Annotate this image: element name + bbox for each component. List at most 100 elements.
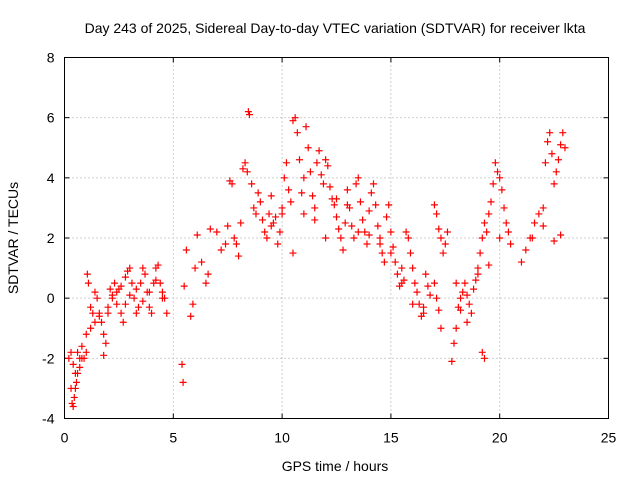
data-point (541, 159, 549, 167)
data-point (198, 258, 206, 266)
data-point (313, 159, 321, 167)
data-point (365, 207, 373, 215)
data-point (539, 204, 547, 212)
data-point (139, 264, 147, 272)
data-point (182, 246, 190, 254)
data-point (132, 285, 140, 293)
data-point (121, 273, 129, 281)
data-point (420, 309, 428, 317)
data-point (317, 171, 325, 179)
data-point (265, 210, 273, 218)
data-point (333, 195, 340, 203)
data-point (378, 249, 386, 257)
data-point (406, 249, 414, 257)
data-point (367, 189, 375, 197)
data-point (100, 330, 108, 338)
data-point (333, 213, 340, 221)
data-point (415, 300, 423, 308)
data-point (274, 240, 282, 248)
data-point (489, 180, 497, 188)
data-point (87, 324, 95, 332)
data-point (476, 249, 484, 257)
data-point (420, 303, 428, 311)
data-point (452, 279, 460, 287)
data-point (280, 174, 288, 182)
data-point (152, 276, 160, 284)
data-point (354, 228, 362, 236)
data-point (117, 309, 125, 317)
data-point (97, 318, 105, 326)
data-point (222, 240, 230, 248)
data-point (559, 129, 567, 137)
x-tick-label: 10 (274, 430, 290, 446)
data-point (539, 222, 547, 230)
data-point (158, 294, 166, 302)
data-point (245, 111, 253, 119)
data-point (102, 339, 110, 347)
data-point (504, 228, 512, 236)
data-point (450, 339, 458, 347)
plot-frame (64, 57, 609, 419)
data-point (376, 234, 384, 242)
data-point (179, 378, 187, 386)
data-point (145, 288, 153, 296)
data-point (494, 168, 502, 176)
data-point (461, 279, 469, 287)
data-point (517, 258, 525, 266)
data-point (448, 357, 456, 365)
data-point (193, 231, 201, 239)
data-point (84, 279, 92, 287)
data-point (117, 282, 125, 290)
grid-lines (64, 57, 609, 419)
data-point (289, 249, 297, 257)
data-point (298, 189, 306, 197)
data-point (385, 201, 393, 209)
data-point (383, 213, 391, 221)
data-point (241, 159, 249, 167)
data-point (278, 210, 286, 218)
data-point (311, 204, 319, 212)
data-point (287, 198, 295, 206)
data-point (134, 303, 142, 311)
data-point (296, 156, 304, 164)
data-point (387, 228, 395, 236)
data-point (437, 324, 445, 332)
data-point (224, 222, 232, 230)
x-tick-label: 25 (601, 430, 617, 446)
data-point (485, 210, 493, 218)
data-point (302, 123, 310, 131)
data-point (163, 309, 171, 317)
data-point (121, 300, 129, 308)
data-point (267, 222, 275, 230)
data-point (100, 351, 108, 359)
data-point (82, 348, 90, 356)
data-point (108, 294, 116, 302)
y-tick-labels: -4 -2 0 2 4 6 8 (42, 50, 55, 427)
data-point (300, 174, 308, 182)
data-point (480, 354, 488, 362)
data-point (478, 348, 486, 356)
data-point (550, 237, 558, 245)
data-point (154, 261, 162, 269)
data-point (457, 294, 465, 302)
data-point (69, 402, 77, 410)
x-tick-label: 5 (169, 430, 177, 446)
data-point (452, 324, 460, 332)
data-point (337, 234, 345, 242)
data-point (437, 234, 445, 242)
data-point (261, 228, 269, 236)
data-point (398, 264, 406, 272)
data-point (82, 330, 90, 338)
data-point (424, 282, 432, 290)
x-tick-label: 0 (61, 430, 69, 446)
data-point (435, 225, 443, 233)
data-point (483, 228, 491, 236)
y-tick-label: -4 (42, 411, 55, 427)
data-point (291, 114, 299, 122)
data-point (132, 309, 140, 317)
data-point (72, 378, 80, 386)
data-point (65, 354, 73, 362)
y-tick-label: 8 (47, 50, 55, 66)
data-point (189, 300, 197, 308)
